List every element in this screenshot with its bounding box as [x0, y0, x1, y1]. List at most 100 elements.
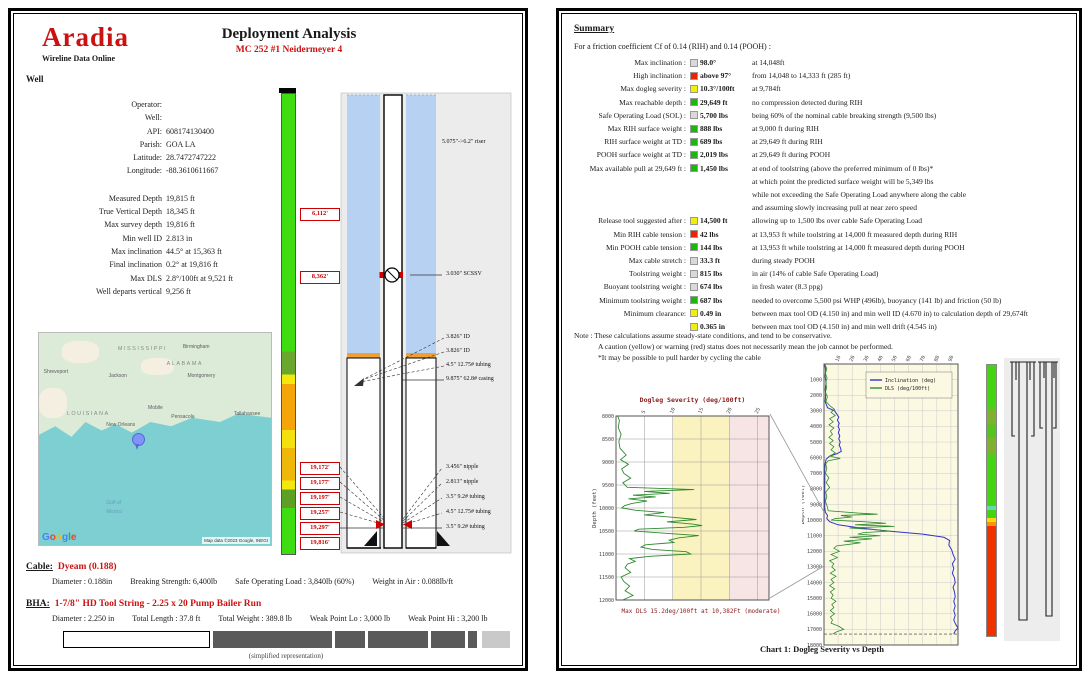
- well-info-label: Max DLS: [130, 273, 162, 283]
- well-info-row: Final inclination 0.2° at 19,816 ft: [14, 258, 274, 271]
- well-info-label: Operator:: [131, 100, 162, 109]
- summary-label: POOH surface weight at TD :: [596, 150, 686, 160]
- svg-text:DLS (deg/100ft): DLS (deg/100ft): [885, 386, 930, 392]
- svg-text:Dogleg Severity (deg/100ft): Dogleg Severity (deg/100ft): [640, 396, 746, 404]
- status-chip: [690, 243, 698, 252]
- summary-comment: in fresh water (8.3 ppg): [752, 282, 823, 292]
- summary-row: Max reachable depth : 29,649 ft no compres…: [570, 96, 1074, 109]
- bha-toolstring-diagram: [63, 631, 510, 648]
- spec-item: Safe Operating Load : 3,840lb (60%): [235, 577, 355, 586]
- summary-comment: being 60% of the nominal cable breaking …: [752, 110, 937, 120]
- depth-marker-box: 19,177': [300, 477, 340, 490]
- component-label: 3.5" 9.2# tubing: [446, 494, 485, 500]
- svg-text:14000: 14000: [807, 580, 822, 586]
- summary-label: Max dogleg severity :: [620, 84, 686, 94]
- svg-text:30: 30: [863, 355, 871, 363]
- summary-row: Minimum toolstring weight : 687 lbs needed…: [570, 294, 1074, 307]
- component-label: 3.456" nipple: [446, 464, 479, 470]
- summary-label: Minimum clearance:: [623, 308, 686, 318]
- svg-text:11000: 11000: [599, 552, 614, 558]
- summary-label: Release tool suggested after :: [598, 216, 686, 226]
- summary-value: 14,500 ft: [700, 216, 728, 226]
- summary-comment: needed to overcome 5,500 psi WHP (496lb)…: [752, 295, 1002, 305]
- summary-comment: at end of toolstring (above the preferre…: [752, 162, 1074, 215]
- summary-label: RIH surface weight at TD :: [604, 137, 686, 147]
- summary-heading: Summary: [574, 24, 615, 34]
- svg-text:9500: 9500: [602, 483, 614, 489]
- tension-status-bar: [281, 93, 296, 555]
- summary-value: 42 lbs: [700, 229, 719, 239]
- svg-text:Depth (feet): Depth (feet): [592, 488, 598, 528]
- status-chip: [690, 269, 698, 278]
- status-chip: [690, 98, 698, 107]
- svg-text:11500: 11500: [599, 575, 614, 581]
- depth-marker-box: 19,816': [300, 537, 340, 550]
- well-info-label: Well:: [144, 113, 162, 123]
- cable-specs: Diameter : 0.188in Breaking Strength: 6,4…: [52, 577, 471, 586]
- well-info-label: API:: [146, 126, 162, 136]
- well-info-value: 2.813 in: [166, 233, 193, 243]
- spec-item: Weight in Air : 0.088lb/ft: [372, 577, 454, 586]
- well-info-label: Final inclination: [109, 260, 162, 270]
- summary-row: High inclination : above 97° from 14,048 t…: [570, 69, 1074, 82]
- spec-item: Diameter : 0.188in: [52, 577, 113, 586]
- status-chip: [690, 71, 698, 80]
- component-label: 3.826" ID: [446, 348, 470, 354]
- well-info-row: API: 608174130400: [14, 125, 274, 138]
- well-location-pin: [131, 432, 145, 450]
- status-chip: [690, 84, 698, 93]
- svg-text:Inclination (deg): Inclination (deg): [885, 378, 936, 384]
- location-map[interactable]: Google Map data ©2023 Google, INEGI MISS…: [38, 332, 272, 546]
- cable-name: Dyeam (0.188): [57, 562, 117, 572]
- well-info-label: Well departs vertical: [96, 286, 162, 296]
- riser-label: 5.075"->6.2" riser: [442, 139, 486, 145]
- summary-comment-line: and assuming slowly increasing pull at n…: [752, 203, 917, 213]
- well-info-value: 19,816 ft: [166, 220, 195, 230]
- bha-specs: Diameter : 2.250 in Total Length : 37.8 f…: [52, 614, 505, 623]
- well-info-label: Max inclination: [111, 246, 162, 256]
- summary-comment: from 14,048 to 14,333 ft (285 ft): [752, 71, 851, 81]
- status-chip: [690, 256, 698, 265]
- summary-value: 687 lbs: [700, 295, 723, 305]
- status-chip: [690, 137, 698, 146]
- map-label: Jackson: [108, 373, 127, 380]
- svg-text:12000: 12000: [807, 549, 822, 555]
- bha-section: BHA: 1-7/8" HD Tool String - 2.25 x 20 Pu…: [26, 599, 261, 609]
- svg-text:90: 90: [947, 355, 955, 363]
- status-chip: [690, 309, 698, 318]
- well-info-value: 19,815 ft: [166, 193, 195, 203]
- dls-chart-caption: Max DLS 15.2deg/100ft at 10,382Ft (moder…: [621, 608, 781, 615]
- report-page-2: Summary For a friction coefficient Cf of…: [556, 8, 1082, 671]
- summary-comment: allowing up to 1,500 lbs over cable Safe…: [752, 216, 922, 226]
- svg-text:9000: 9000: [602, 460, 614, 466]
- well-info-value: 9,256 ft: [166, 286, 191, 296]
- bha-heading: BHA:: [26, 599, 50, 609]
- svg-text:10000: 10000: [599, 506, 614, 512]
- well-info-row: Min well ID 2.813 in: [14, 232, 274, 245]
- svg-text:18000: 18000: [807, 643, 822, 649]
- svg-text:8500: 8500: [602, 437, 614, 443]
- summary-comment: between max tool OD (4.150 in) and min w…: [752, 308, 1028, 318]
- svg-text:16000: 16000: [807, 612, 822, 618]
- summary-row: 0.365 in between max tool OD (4.150 in) a…: [570, 320, 1074, 333]
- summary-value: 1,450 lbs: [700, 163, 728, 173]
- well-info-value: 608174130400: [166, 126, 214, 136]
- bha-segment: [482, 631, 510, 648]
- svg-text:7000: 7000: [810, 471, 822, 477]
- well-info-value: 18,345 ft: [166, 207, 195, 217]
- map-land-patch: [62, 341, 100, 363]
- svg-text:80: 80: [933, 355, 941, 363]
- well-info-label: Measured Depth: [108, 193, 162, 203]
- spec-item: Total Weight : 389.8 lb: [218, 614, 292, 623]
- spec-item: Weak Point Lo : 3,000 lb: [309, 614, 391, 623]
- well-info-row: Measured Depth 19,815 ft: [14, 192, 274, 205]
- status-chip: [690, 322, 698, 331]
- svg-text:10500: 10500: [599, 529, 614, 535]
- svg-text:70: 70: [919, 355, 927, 363]
- summary-intro: For a friction coefficient Cf of 0.14 (R…: [574, 42, 771, 51]
- page-title: Deployment Analysis: [221, 26, 357, 42]
- summary-comment: at 29,649 ft during RIH: [752, 137, 823, 147]
- well-info-value: 28.7472747222: [166, 153, 216, 163]
- summary-row: Buoyant toolstring weight : 674 lbs in fre…: [570, 280, 1074, 293]
- well-info-row: Max survey depth 19,816 ft: [14, 218, 274, 231]
